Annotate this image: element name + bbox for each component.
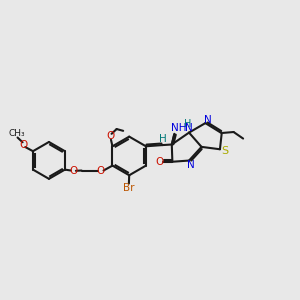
Text: N: N bbox=[185, 124, 193, 134]
Text: H: H bbox=[184, 119, 191, 129]
Text: O: O bbox=[156, 157, 164, 167]
Text: CH₃: CH₃ bbox=[9, 129, 25, 138]
Text: H: H bbox=[159, 134, 167, 144]
Text: S: S bbox=[221, 146, 228, 156]
Text: NH: NH bbox=[172, 124, 187, 134]
Text: N: N bbox=[204, 115, 212, 124]
Text: N: N bbox=[187, 160, 194, 170]
Text: O: O bbox=[70, 166, 78, 176]
Text: Br: Br bbox=[123, 183, 135, 193]
Text: O: O bbox=[19, 140, 28, 150]
Text: O: O bbox=[106, 131, 115, 141]
Text: O: O bbox=[96, 166, 105, 176]
